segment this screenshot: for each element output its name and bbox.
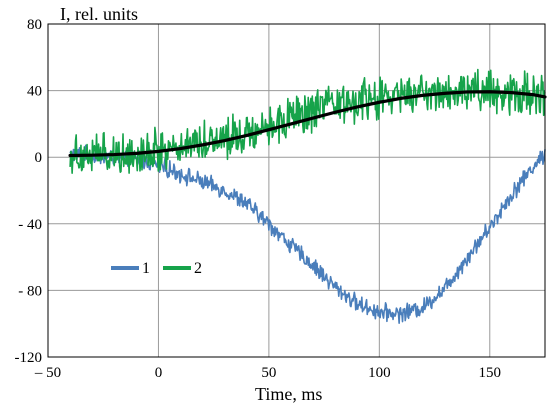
y-axis-title: I, rel. units	[60, 4, 138, 24]
y-tick-label: 0	[35, 150, 43, 166]
x-tick-label: – 50	[34, 365, 61, 381]
plot-frame	[47, 23, 546, 358]
x-tick-label: 0	[155, 365, 163, 381]
y-tick-label: 80	[27, 17, 42, 33]
y-tick-label: - 40	[18, 217, 42, 233]
x-tick-label: 50	[261, 365, 276, 381]
series-layer	[68, 68, 547, 324]
legend-label-2: 2	[194, 260, 202, 277]
legend-label-1: 1	[142, 260, 150, 277]
x-tick-label: 100	[368, 365, 391, 381]
series-1-line	[69, 144, 546, 324]
series-2-line	[69, 68, 546, 174]
y-tick-label: -120	[15, 350, 43, 366]
x-tick-label: 150	[479, 365, 502, 381]
fit-curve-line	[68, 90, 547, 158]
grid	[48, 24, 545, 357]
x-axis-title: Time, ms	[255, 384, 322, 404]
tick-labels: – 50 0 50 100 150 80 40 0 - 40 - 80 -120	[15, 17, 502, 381]
y-tick-label: - 80	[18, 283, 42, 299]
y-tick-label: 40	[27, 84, 42, 100]
